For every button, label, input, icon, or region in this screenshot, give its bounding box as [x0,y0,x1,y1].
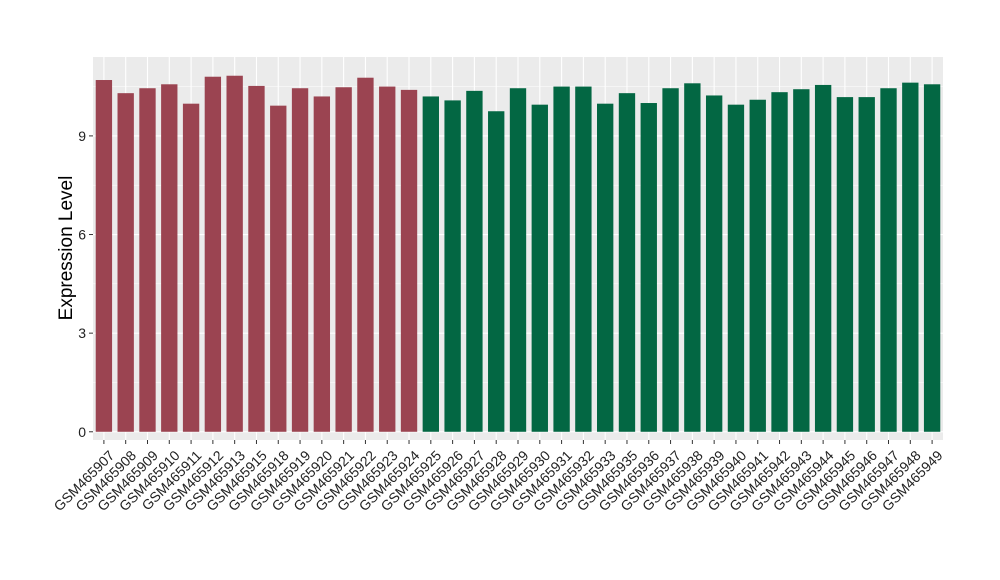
bar-GSM465918 [270,105,287,432]
bar-GSM465948 [902,82,919,432]
bar-GSM465907 [95,80,113,432]
y-tick-label: 0 [78,424,86,440]
bar-GSM465935 [618,93,636,432]
bar-GSM465909 [139,88,156,432]
bar-GSM465928 [488,111,505,432]
y-axis: 0 3 6 9 [78,128,93,440]
y-tick-label: 6 [78,227,86,243]
bar-GSM465923 [379,86,396,432]
bar-GSM465927 [466,90,483,432]
bar-GSM465920 [313,96,331,432]
bar-GSM465911 [182,103,200,432]
bar-GSM465921 [335,87,352,432]
bar-GSM465913 [226,75,243,432]
bar-GSM465940 [727,104,745,432]
bar-GSM465941 [749,99,766,432]
bar-GSM465910 [161,84,178,432]
bar-GSM465946 [858,97,875,432]
bar-GSM465942 [771,92,788,432]
bar-GSM465925 [422,96,439,432]
y-axis-title: Expression Level [56,176,77,321]
bar-GSM465945 [836,97,854,432]
bar-GSM465915 [248,85,265,432]
bar-GSM465919 [291,88,309,432]
bar-GSM465944 [814,84,832,432]
bar-GSM465939 [705,95,723,432]
bar-GSM465926 [444,100,461,432]
bar-GSM465938 [684,83,701,432]
bar-GSM465929 [509,88,527,432]
bar-GSM465931 [553,86,570,432]
y-tick-label: 9 [78,128,86,144]
y-tick-label: 3 [78,325,86,341]
bar-GSM465922 [357,77,374,432]
bar-GSM465924 [400,89,418,432]
bar-GSM465908 [117,93,134,432]
bar-GSM465912 [204,76,222,432]
bar-GSM465936 [640,103,657,432]
bars [95,75,941,432]
bar-GSM465947 [880,88,897,432]
bar-GSM465932 [575,86,592,432]
bar-GSM465933 [597,103,614,432]
x-axis: GSM465907GSM465908GSM465909GSM465910GSM4… [50,440,946,514]
bar-GSM465949 [923,84,941,432]
bar-GSM465943 [793,89,810,432]
bar-GSM465930 [531,104,548,432]
bar-GSM465937 [662,88,679,432]
